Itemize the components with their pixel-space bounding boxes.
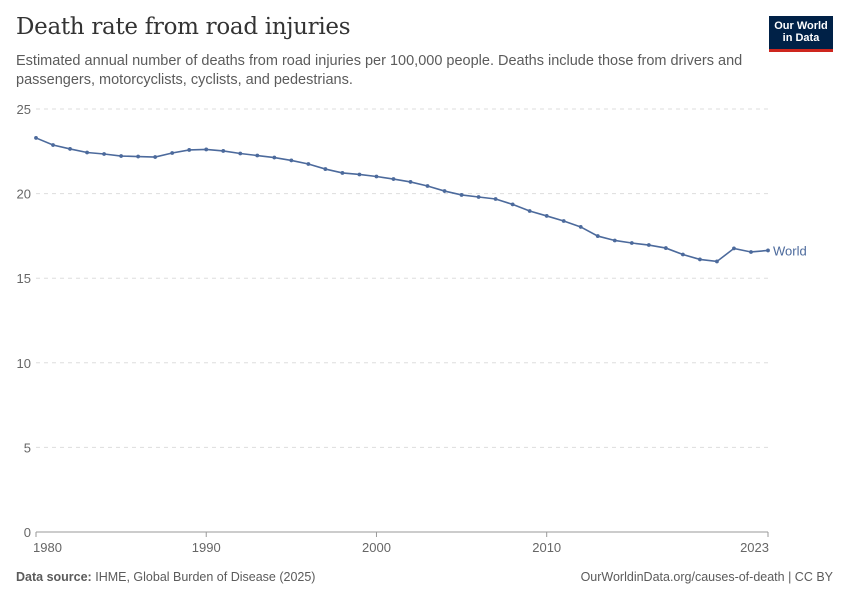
y-tick-label: 10 <box>17 356 31 371</box>
data-point <box>612 238 617 243</box>
data-point <box>544 214 549 218</box>
data-point <box>204 147 209 152</box>
data-point <box>493 197 498 201</box>
data-point <box>272 155 277 160</box>
data-point <box>527 209 532 213</box>
data-point <box>153 155 158 159</box>
y-tick-label: 20 <box>17 187 31 202</box>
data-point <box>749 250 753 254</box>
data-point <box>442 189 447 193</box>
data-point <box>119 154 124 158</box>
data-point <box>306 162 311 166</box>
data-point <box>578 225 583 229</box>
data-point <box>170 151 175 155</box>
data-point <box>85 150 89 155</box>
chart-title: Death rate from road injuries <box>16 14 351 40</box>
source-label: Data source: <box>16 570 92 584</box>
data-point <box>425 184 430 188</box>
data-point <box>459 193 464 197</box>
data-point <box>476 195 481 199</box>
data-source: Data source: IHME, Global Burden of Dise… <box>16 570 315 584</box>
data-point <box>68 147 72 151</box>
series-label: World <box>773 243 807 258</box>
data-point <box>595 234 600 238</box>
y-tick-label: 15 <box>17 271 31 286</box>
chart-subtitle: Estimated annual number of deaths from r… <box>16 53 743 88</box>
data-point <box>323 167 328 171</box>
data-point <box>221 149 226 153</box>
data-point <box>340 171 345 175</box>
data-point <box>51 143 55 147</box>
x-tick-label: 1980 <box>33 540 62 555</box>
x-tick-label: 2010 <box>532 540 561 555</box>
x-tick-label: 1990 <box>192 540 221 555</box>
data-point <box>766 248 770 253</box>
data-point <box>510 202 515 207</box>
data-point <box>289 158 294 163</box>
data-point <box>698 257 702 262</box>
source-text[interactable]: IHME, Global Burden of Disease (2025) <box>95 570 316 584</box>
x-tick-label: 2023 <box>740 540 769 555</box>
data-point <box>255 153 260 158</box>
x-tick-label: 2000 <box>362 540 391 555</box>
data-point <box>374 174 379 179</box>
data-point <box>357 172 362 177</box>
data-point <box>732 246 736 251</box>
data-point <box>629 241 634 245</box>
y-tick-label: 25 <box>17 102 31 117</box>
data-point <box>680 252 685 257</box>
data-point <box>136 154 141 159</box>
data-point <box>408 180 413 184</box>
y-tick-label: 5 <box>24 440 31 455</box>
data-point <box>34 136 38 140</box>
data-point <box>715 259 719 264</box>
footer-link[interactable]: OurWorldinData.org/causes-of-death | CC … <box>580 570 833 584</box>
data-point <box>238 151 243 156</box>
series-line-world <box>35 137 769 263</box>
data-point <box>646 243 651 247</box>
data-point <box>391 177 396 181</box>
data-point <box>102 152 106 156</box>
data-point <box>561 219 566 223</box>
owid-logo[interactable]: Our World in Data <box>769 16 833 52</box>
data-point <box>187 148 192 152</box>
data-point <box>663 246 668 250</box>
y-tick-label: 0 <box>24 525 31 540</box>
